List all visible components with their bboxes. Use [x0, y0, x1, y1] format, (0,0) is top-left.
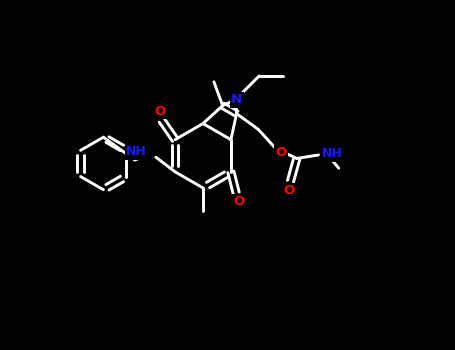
Text: O: O	[154, 105, 166, 118]
Text: N: N	[231, 93, 242, 106]
Text: O: O	[283, 184, 295, 197]
Text: NH: NH	[322, 147, 343, 160]
Text: O: O	[276, 146, 287, 159]
Text: O: O	[233, 195, 244, 208]
Text: NH: NH	[126, 145, 147, 159]
